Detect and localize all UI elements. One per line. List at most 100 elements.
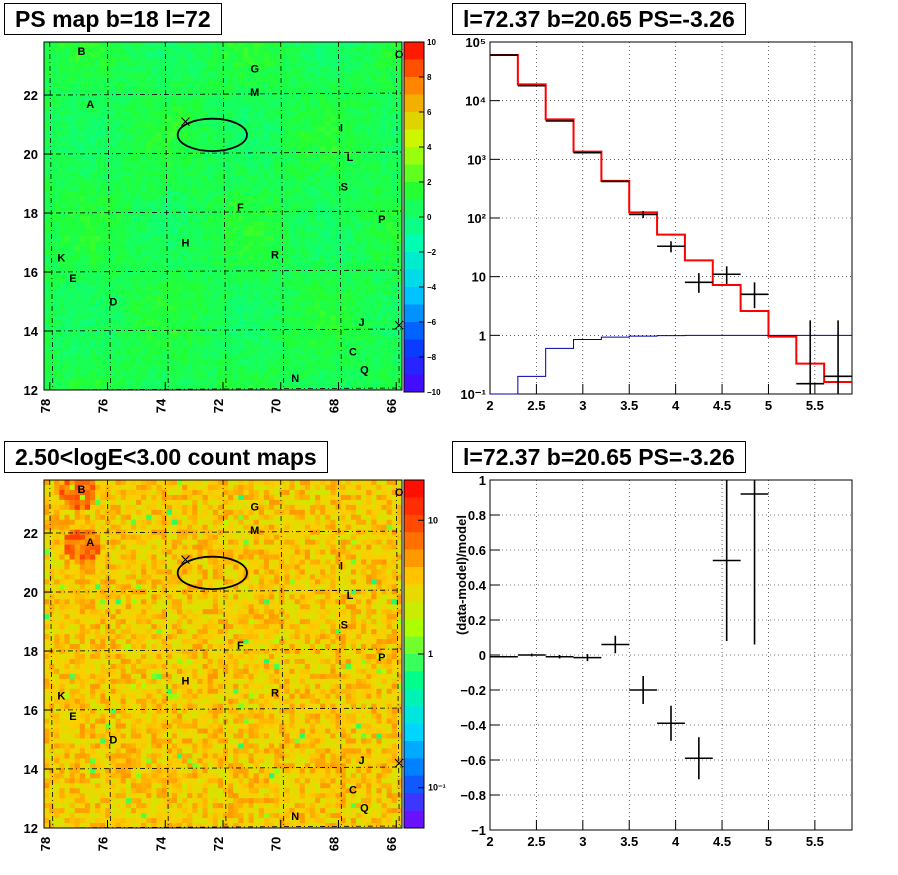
ps-map-pixel — [115, 335, 122, 341]
ps-map-pixel — [299, 111, 306, 117]
ps-map-pixel — [309, 96, 316, 103]
ps-map-pixel — [79, 42, 86, 48]
ps-map-pixel — [64, 201, 70, 207]
ps-map-pixel — [110, 42, 116, 48]
ps-map-pixel — [309, 151, 316, 157]
ps-map-pixel — [263, 101, 270, 108]
ps-map-pixel — [90, 365, 96, 371]
ps-map-pixel — [217, 196, 224, 202]
ps-map-pixel — [79, 71, 86, 78]
ps-map-pixel — [44, 295, 50, 301]
ps-map-pixel — [304, 176, 311, 182]
ps-map-pixel — [115, 86, 122, 93]
ps-map-pixel — [130, 86, 137, 93]
ps-map-pixel — [64, 350, 70, 356]
ps-map-pixel — [391, 220, 398, 227]
ps-map-pixel — [335, 126, 342, 132]
ps-map-pixel — [166, 230, 173, 237]
ps-map-pixel — [125, 141, 132, 147]
ps-map-pixel — [330, 191, 336, 197]
ps-map-pixel — [187, 245, 193, 252]
ps-map-pixel — [228, 230, 234, 237]
ps-map-pixel — [289, 201, 295, 207]
ps-map-pixel — [115, 46, 122, 53]
ps-map-pixel — [105, 181, 111, 187]
ps-map-pixel — [110, 141, 116, 147]
ps-map-pixel — [84, 111, 91, 117]
ps-map-pixel — [141, 156, 147, 162]
ps-map-pixel — [182, 191, 188, 197]
ps-map-pixel — [146, 161, 152, 167]
ps-map-pixel — [161, 230, 168, 237]
ps-map-colorbar-bin — [404, 42, 424, 60]
ps-map-pixel — [90, 280, 96, 286]
ps-map-pixel — [110, 201, 116, 207]
ps-map-pixel — [207, 151, 214, 157]
ps-map-pixel — [49, 250, 55, 257]
ps-map-pixel — [350, 255, 357, 262]
ps-map-pixel — [284, 360, 290, 366]
ps-map-pixel — [309, 106, 316, 112]
ps-map-pixel — [197, 380, 203, 386]
ps-map-pixel — [284, 250, 290, 257]
ps-map-pixel — [120, 141, 127, 147]
ps-map-pixel — [391, 285, 398, 291]
ps-map-pixel — [243, 230, 249, 237]
ps-map-pixel — [59, 146, 65, 152]
ps-map-pixel — [304, 51, 311, 58]
ps-map-pixel — [253, 240, 260, 247]
ps-map-pixel — [130, 355, 137, 361]
ps-map-pixel — [330, 330, 336, 336]
ps-map-pixel — [233, 116, 239, 122]
ps-map-pixel — [238, 300, 244, 306]
ps-map-pixel — [376, 91, 382, 98]
ps-map-pixel — [95, 171, 101, 177]
ps-map-pixel — [371, 71, 377, 78]
ps-map-pixel — [304, 285, 311, 291]
ps-map-pixel — [335, 365, 342, 371]
ps-map-pixel — [233, 345, 239, 351]
ps-map-pixel — [197, 156, 203, 162]
ps-map-pixel — [187, 285, 193, 291]
ps-map-pixel — [386, 310, 393, 316]
ps-map-pixel — [171, 211, 178, 217]
ps-map-pixel — [217, 96, 224, 103]
ps-map-pixel — [130, 161, 137, 167]
ps-map-pixel — [320, 310, 326, 316]
ps-map-pixel — [335, 335, 342, 341]
ps-map-pixel — [136, 235, 142, 242]
ps-map-pixel — [376, 250, 382, 257]
ps-map-pixel — [64, 151, 70, 157]
ps-map-pixel — [335, 76, 342, 83]
ps-map-pixel — [182, 216, 188, 222]
ps-map-pixel — [294, 96, 301, 103]
ps-map-pixel — [345, 235, 352, 242]
ps-map-pixel — [44, 86, 50, 93]
ps-map-pixel — [304, 111, 311, 117]
ps-map-pixel — [182, 201, 188, 207]
ps-map-pixel — [69, 300, 76, 306]
ps-map-pixel — [54, 255, 60, 262]
ps-map-pixel — [294, 216, 301, 222]
ps-map-pixel — [248, 96, 255, 103]
ps-map-pixel — [125, 81, 132, 88]
ps-map-pixel — [105, 86, 111, 93]
ps-map-pixel — [243, 201, 249, 207]
ps-map-pixel — [386, 325, 393, 331]
ps-map-pixel — [330, 71, 336, 78]
ps-map-pixel — [95, 275, 101, 282]
ps-map-pixel — [151, 136, 157, 142]
ps-map-pixel — [136, 370, 142, 376]
ps-map-pixel — [258, 345, 265, 351]
ps-map-pixel — [248, 156, 255, 162]
ps-map-pixel — [391, 136, 398, 142]
ps-map-pixel — [274, 325, 280, 331]
ps-map-pixel — [258, 240, 265, 247]
ps-map-pixel — [386, 206, 393, 212]
ps-map-pixel — [361, 380, 367, 386]
ps-map-pixel — [386, 305, 393, 311]
ps-map-pixel — [320, 290, 326, 296]
ps-map-pixel — [141, 300, 147, 306]
ps-map-pixel — [161, 126, 168, 132]
ps-map-pixel — [120, 270, 127, 277]
